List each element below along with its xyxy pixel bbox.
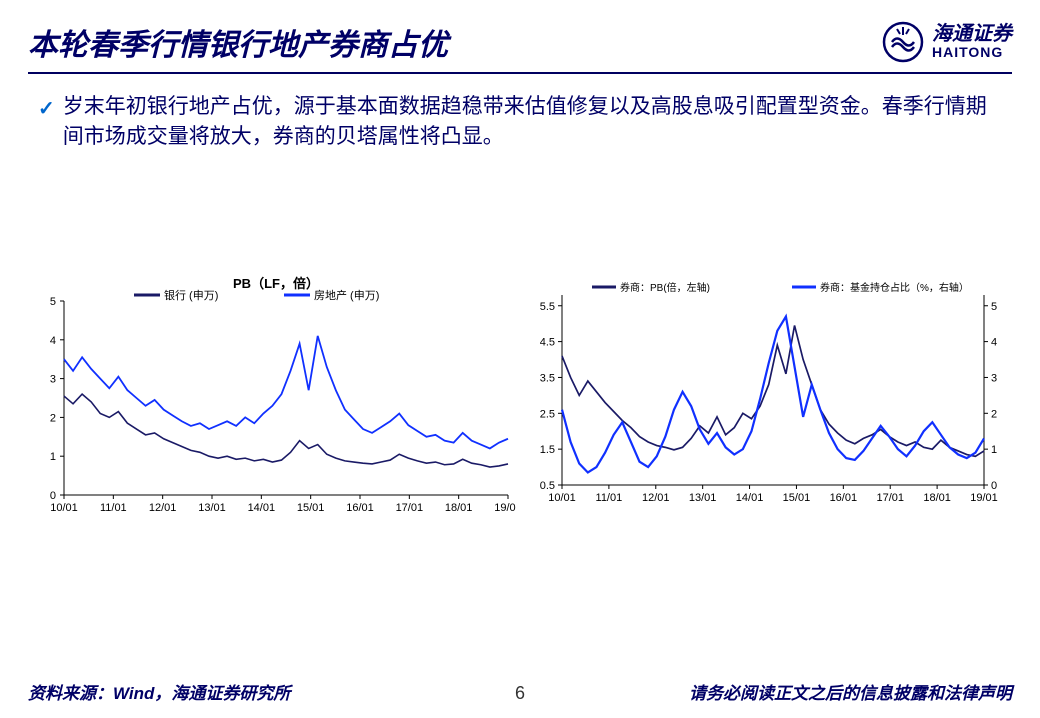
svg-text:13/01: 13/01: [198, 502, 226, 514]
svg-text:1: 1: [991, 444, 997, 456]
svg-text:13/01: 13/01: [689, 492, 717, 504]
svg-text:10/01: 10/01: [548, 492, 576, 504]
key-point-text: 岁末年初银行地产占优，源于基本面数据趋稳带来估值修复以及高股息吸引配置型资金。春…: [63, 92, 1002, 153]
svg-text:2: 2: [50, 412, 56, 424]
svg-text:15/01: 15/01: [783, 492, 811, 504]
chart-left-title: PB（LF，倍）: [36, 273, 516, 292]
svg-text:16/01: 16/01: [346, 502, 374, 514]
svg-text:17/01: 17/01: [396, 502, 424, 514]
logo-text-en: HAITONG: [932, 45, 1012, 60]
svg-text:14/01: 14/01: [248, 502, 276, 514]
svg-text:18/01: 18/01: [923, 492, 951, 504]
brand-logo: 海通证券 HAITONG: [882, 21, 1012, 63]
svg-text:11/01: 11/01: [100, 502, 127, 514]
header: 本轮春季行情银行地产券商占优 海通证券 HAITONG: [28, 20, 1012, 74]
svg-text:12/01: 12/01: [149, 502, 177, 514]
haitong-logo-icon: [882, 21, 924, 63]
svg-text:12/01: 12/01: [642, 492, 670, 504]
svg-text:1: 1: [50, 451, 56, 463]
svg-text:11/01: 11/01: [596, 492, 623, 504]
chart-right: 0.5 1.5 2.5 3.5 4.5 5.5 0 1 2 3 4 5 10/01 11/01 12/01 1…: [528, 273, 1018, 513]
svg-text:3: 3: [50, 373, 56, 385]
checkmark-icon: ✓: [38, 96, 55, 121]
svg-text:5: 5: [50, 296, 56, 308]
footer-disclaimer: 请务必阅读正文之后的信息披露和法律声明: [689, 679, 1012, 704]
svg-text:0.5: 0.5: [540, 480, 555, 492]
svg-text:3: 3: [991, 372, 997, 384]
footer-source: 资料来源：Wind，海通证券研究所: [28, 679, 290, 704]
svg-text:10/01: 10/01: [50, 502, 78, 514]
footer: 资料来源：Wind，海通证券研究所 请务必阅读正文之后的信息披露和法律声明: [28, 679, 1012, 704]
svg-text:2.5: 2.5: [540, 408, 555, 420]
svg-text:19/01: 19/01: [970, 492, 998, 504]
svg-text:券商：PB(倍，左轴): 券商：PB(倍，左轴): [620, 281, 710, 294]
chart-left: 0 1 2 3 4 5 10/01 11/01 12/01 13/01 14/01 15/01 16/0…: [36, 273, 516, 523]
svg-text:5: 5: [991, 301, 997, 313]
chart-left-wrap: PB（LF，倍） 0 1 2 3 4 5 10/01 11/01 12/01 13/01 14/01…: [36, 273, 516, 528]
svg-text:16/01: 16/01: [830, 492, 858, 504]
svg-text:1.5: 1.5: [540, 444, 555, 456]
svg-text:18/01: 18/01: [445, 502, 473, 514]
svg-text:19/01: 19/01: [494, 502, 516, 514]
svg-text:3.5: 3.5: [540, 372, 555, 384]
page-title: 本轮春季行情银行地产券商占优: [28, 20, 448, 64]
svg-text:券商：基金持仓占比（%，右轴）: 券商：基金持仓占比（%，右轴）: [820, 281, 969, 294]
chart-right-wrap: 0.5 1.5 2.5 3.5 4.5 5.5 0 1 2 3 4 5 10/01 11/01 12/01 1…: [528, 273, 1018, 528]
svg-text:14/01: 14/01: [736, 492, 764, 504]
svg-text:4: 4: [991, 336, 997, 348]
key-point: ✓ 岁末年初银行地产占优，源于基本面数据趋稳带来估值修复以及高股息吸引配置型资金…: [38, 92, 1002, 153]
svg-text:17/01: 17/01: [876, 492, 904, 504]
svg-text:4: 4: [50, 335, 56, 347]
svg-text:5.5: 5.5: [540, 301, 555, 313]
svg-text:4.5: 4.5: [540, 336, 555, 348]
svg-text:0: 0: [50, 490, 56, 502]
svg-text:2: 2: [991, 408, 997, 420]
svg-text:15/01: 15/01: [297, 502, 325, 514]
logo-text-cn: 海通证券: [932, 23, 1012, 45]
svg-text:0: 0: [991, 480, 997, 492]
